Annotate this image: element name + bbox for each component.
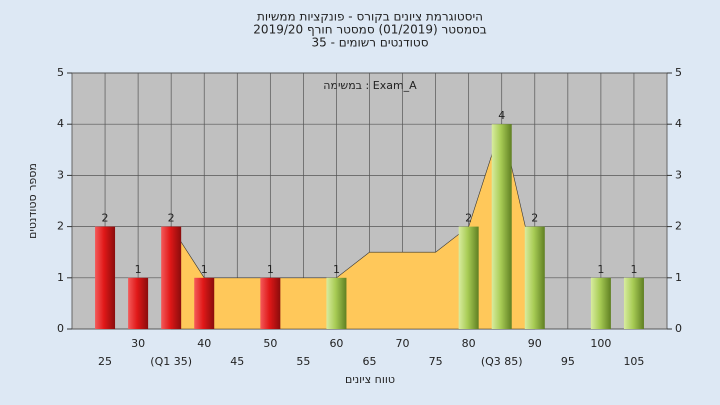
value-label: 1 bbox=[135, 263, 142, 276]
bar bbox=[524, 226, 545, 329]
y-tick-label: 1 bbox=[57, 271, 64, 284]
x-tick-label: 25 bbox=[98, 355, 112, 368]
x-tick-label: 75 bbox=[429, 355, 443, 368]
x-tick-label: 30 bbox=[131, 337, 145, 350]
x-tick-label: 55 bbox=[296, 355, 310, 368]
bar bbox=[458, 226, 479, 329]
bar bbox=[590, 277, 611, 329]
x-tick-label: 60 bbox=[329, 337, 343, 350]
x-tick-label: 80 bbox=[462, 337, 476, 350]
annotation: Exam_A : במשימה bbox=[323, 79, 417, 92]
x-tick-label: 65 bbox=[363, 355, 377, 368]
x-tick-label: (Q1 35) bbox=[150, 355, 192, 368]
x-tick-label: 50 bbox=[263, 337, 277, 350]
y2-tick-label: 1 bbox=[675, 271, 682, 284]
y2-tick-label: 0 bbox=[675, 322, 682, 335]
y2-tick-label: 4 bbox=[675, 117, 682, 130]
x-axis-label: טווח ציונים bbox=[345, 373, 395, 386]
x-tick-label: 45 bbox=[230, 355, 244, 368]
value-label: 2 bbox=[168, 212, 175, 225]
chart-subtitle: בסמסטר (01/2019) סמסטר חורף 2019/20 bbox=[253, 23, 486, 37]
y2-tick-label: 2 bbox=[675, 220, 682, 233]
value-label: 1 bbox=[267, 263, 274, 276]
bar bbox=[95, 226, 116, 329]
chart-subtitle: סטודנטים רשומים - 35 bbox=[311, 36, 428, 50]
x-tick-label: (Q3 85) bbox=[481, 355, 523, 368]
value-label: 1 bbox=[597, 263, 604, 276]
x-tick-label: 100 bbox=[590, 337, 611, 350]
y2-tick-label: 5 bbox=[675, 66, 682, 79]
y-axis-label: מספר סטודנטים bbox=[26, 163, 39, 239]
x-tick-label: 70 bbox=[396, 337, 410, 350]
chart-title: היסטוגרמת ציונים בקורס - פונקציות ממשיות bbox=[257, 10, 483, 24]
value-label: 2 bbox=[465, 212, 472, 225]
value-label: 1 bbox=[333, 263, 340, 276]
y2-tick-label: 3 bbox=[675, 168, 682, 181]
y-tick-label: 2 bbox=[57, 220, 64, 233]
y-tick-label: 3 bbox=[57, 168, 64, 181]
bar bbox=[260, 277, 281, 329]
y-tick-label: 5 bbox=[57, 66, 64, 79]
value-label: 1 bbox=[201, 263, 208, 276]
y-tick-label: 4 bbox=[57, 117, 64, 130]
value-label: 2 bbox=[102, 212, 109, 225]
value-label: 2 bbox=[531, 212, 538, 225]
bar bbox=[491, 124, 512, 329]
x-tick-label: 90 bbox=[528, 337, 542, 350]
bar bbox=[128, 277, 149, 329]
bar bbox=[161, 226, 182, 329]
x-tick-label: 105 bbox=[623, 355, 644, 368]
x-tick-label: 40 bbox=[197, 337, 211, 350]
value-label: 4 bbox=[498, 109, 505, 122]
bar bbox=[326, 277, 347, 329]
x-tick-label: 95 bbox=[561, 355, 575, 368]
bar bbox=[623, 277, 644, 329]
value-label: 1 bbox=[630, 263, 637, 276]
y-tick-label: 0 bbox=[57, 322, 64, 335]
bar bbox=[194, 277, 215, 329]
